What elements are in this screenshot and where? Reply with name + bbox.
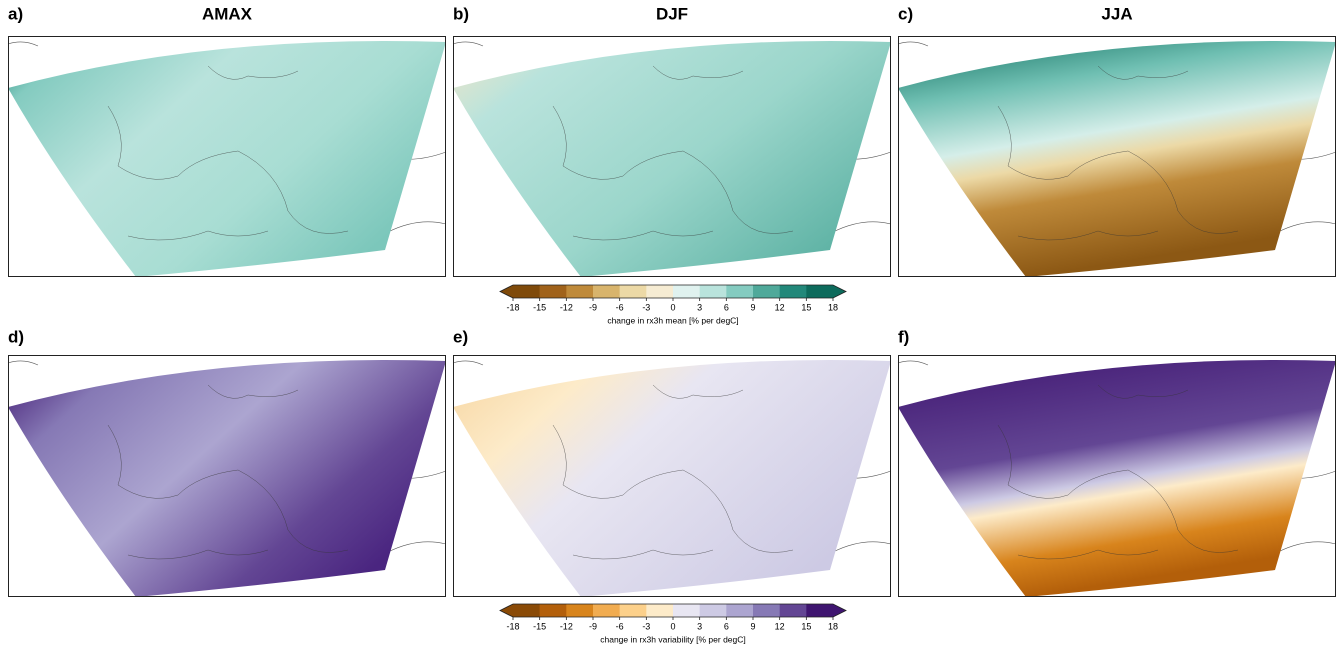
model-domain [453, 40, 891, 277]
model-domain [898, 359, 1336, 597]
map-frame [453, 36, 891, 277]
colorbar-tick-label: 0 [670, 621, 675, 631]
map-frame [898, 355, 1336, 597]
colorbar-segment [779, 285, 807, 298]
colorbar-tick-label: -15 [533, 621, 546, 631]
panel-title: DJF [656, 4, 688, 23]
panel-label: f) [898, 327, 909, 346]
panel-label: d) [8, 327, 24, 346]
colorbar-extend-high [833, 285, 846, 298]
colorbar-tick-label: -12 [560, 621, 573, 631]
map-frame [8, 355, 446, 597]
panel-label: e) [453, 327, 468, 346]
panel-title: JJA [1101, 4, 1132, 23]
colorbar-label: change in rx3h variability [% per degC] [600, 634, 746, 644]
colorbar-segment [753, 285, 780, 298]
colorbar-tick-label: -3 [642, 621, 650, 631]
coastline [107, 65, 349, 241]
panel-label: c) [898, 4, 913, 23]
map-frame [8, 36, 446, 277]
colorbar-tick-label: 18 [828, 621, 838, 631]
coastline [552, 65, 794, 241]
model-domain [453, 359, 891, 597]
colorbar-label: change in rx3h mean [% per degC] [607, 315, 738, 325]
colorbar-segment [539, 285, 567, 298]
colorbar-tick-label: 3 [697, 302, 702, 312]
colorbar-extend-low [500, 604, 513, 617]
coastline [107, 384, 349, 560]
colorbar-segment [539, 604, 567, 617]
colorbar-tick-label: 9 [750, 302, 755, 312]
colorbar-segment [673, 285, 700, 298]
map-panel [7, 355, 447, 597]
map-frame [898, 36, 1336, 277]
colorbar-segment [726, 604, 754, 617]
colorbar-tick-label: -18 [506, 302, 519, 312]
model-domain [8, 359, 446, 597]
colorbar-tick-label: -6 [616, 621, 624, 631]
colorbar-tick-label: 6 [724, 302, 729, 312]
colorbar-tick-label: -3 [642, 302, 650, 312]
colorbar-segment [513, 285, 540, 298]
colorbar-tick-label: 12 [775, 621, 785, 631]
colorbar-segment [806, 604, 834, 617]
colorbar-segment [619, 285, 647, 298]
colorbar-segment [646, 604, 674, 617]
colorbar-tick-label: -9 [589, 621, 597, 631]
map-panel [897, 36, 1337, 277]
map-frame [453, 355, 891, 597]
colorbar-segment [779, 604, 807, 617]
map-panel [452, 36, 892, 277]
model-domain [8, 40, 446, 277]
colorbar-tick-label: 3 [697, 621, 702, 631]
colorbar-segment [619, 604, 647, 617]
map-panel [7, 36, 447, 277]
colorbar-segment [699, 285, 727, 298]
coastline [997, 384, 1239, 560]
colorbar-segment [566, 285, 594, 298]
coastline [552, 384, 794, 560]
colorbar-segment [806, 285, 834, 298]
colorbar-segment [699, 604, 727, 617]
map-panel [897, 355, 1337, 597]
panel-label: a) [8, 4, 23, 23]
colorbar-segment [753, 604, 780, 617]
colorbar-tick-label: -15 [533, 302, 546, 312]
colorbar-tick-label: -9 [589, 302, 597, 312]
model-domain [898, 40, 1336, 277]
colorbar-tick-label: -18 [506, 621, 519, 631]
map-panel [452, 355, 892, 597]
colorbar-segment [593, 285, 620, 298]
colorbar-segment [646, 285, 674, 298]
colorbar-segment [726, 285, 754, 298]
colorbar-tick-label: -12 [560, 302, 573, 312]
panel-title: AMAX [202, 4, 253, 23]
colorbar-segment [673, 604, 700, 617]
colorbar-tick-label: -6 [616, 302, 624, 312]
colorbar-segment [513, 604, 540, 617]
colorbar-tick-label: 15 [801, 302, 811, 312]
colorbar-extend-high [833, 604, 846, 617]
colorbar-tick-label: 0 [670, 302, 675, 312]
colorbar-tick-label: 18 [828, 302, 838, 312]
colorbar-tick-label: 6 [724, 621, 729, 631]
colorbar-tick-label: 12 [775, 302, 785, 312]
coastline [997, 65, 1239, 241]
colorbar-extend-low [500, 285, 513, 298]
colorbar-tick-label: 9 [750, 621, 755, 631]
colorbar-segment [593, 604, 620, 617]
colorbar-segment [566, 604, 594, 617]
colorbar-tick-label: 15 [801, 621, 811, 631]
panel-label: b) [453, 4, 469, 23]
